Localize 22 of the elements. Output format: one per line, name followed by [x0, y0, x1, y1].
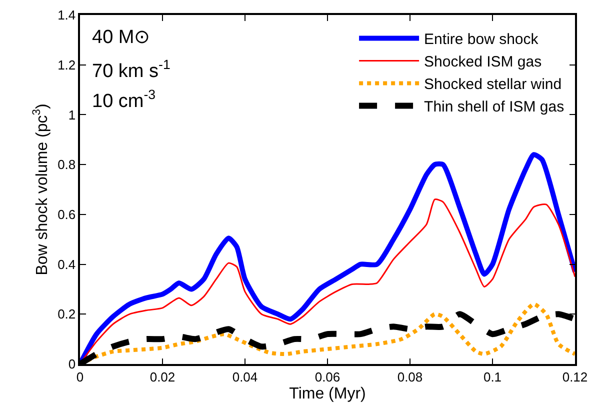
y-tick-label: 0	[68, 356, 76, 372]
x-tick-label: 0.02	[150, 369, 176, 384]
annotation: 40 M⊙	[92, 27, 150, 48]
x-tick-label: 0.06	[314, 369, 340, 384]
x-axis-title: Time (Myr)	[289, 386, 366, 403]
y-tick-label: 0.2	[58, 306, 76, 322]
x-tick-label: 0.04	[232, 369, 258, 384]
x-tick-label: 0.1	[483, 369, 502, 384]
y-tick-label: 1	[68, 107, 76, 122]
y-tick-label: 0.8	[58, 157, 76, 172]
y-tick-label: 1.2	[58, 57, 76, 72]
y-tick-label: 1.4	[58, 8, 76, 23]
legend-label: Shocked stellar wind	[424, 76, 562, 94]
x-tick-label: 0.08	[397, 369, 423, 384]
y-tick-label: 0.4	[58, 256, 76, 272]
legend-label: Thin shell of ISM gas	[424, 98, 564, 116]
y-tick-label: 0.6	[58, 206, 76, 222]
annotation: 10 cm$^{-3}$	[92, 87, 156, 112]
x-tick-label: 0.12	[562, 369, 588, 384]
annotation: 70 km s$^{-1}$	[92, 57, 170, 82]
legend-label: Shocked ISM gas	[424, 54, 542, 71]
legend-label: Entire bow shock	[424, 31, 539, 48]
